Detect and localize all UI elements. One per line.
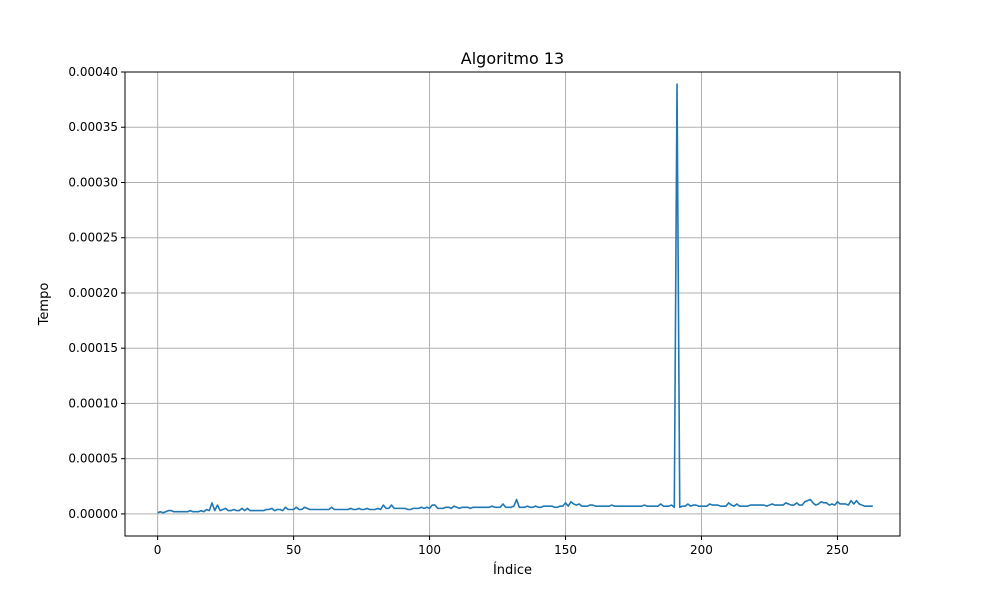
series-group: [157, 83, 873, 514]
grid-lines: [125, 71, 900, 536]
y-tick-label: 0.00000: [68, 507, 118, 521]
y-tick-label: 0.00040: [68, 65, 118, 79]
x-tick-label: 100: [418, 543, 441, 557]
y-tick-label: 0.00030: [68, 175, 118, 189]
y-tick-label: 0.00015: [68, 341, 118, 355]
y-axis: 0.00000 0.00005 0.00010 0.00015 0.00020 0.000…: [68, 65, 125, 521]
x-axis-label: Índice: [493, 562, 532, 578]
x-tick-label: 50: [286, 543, 301, 557]
y-tick-label: 0.00025: [68, 231, 118, 245]
plot-frame: [124, 71, 901, 537]
x-tick-label: 0: [154, 543, 162, 557]
y-tick-label: 0.00035: [68, 120, 118, 134]
x-axis: 0 50 100 150 200 250: [154, 536, 849, 557]
chart-title: Algoritmo 13: [461, 49, 564, 68]
x-tick-label: 150: [554, 543, 577, 557]
y-tick-label: 0.00005: [68, 452, 118, 466]
y-axis-label: Tempo: [37, 283, 52, 327]
series-line-0: [157, 83, 873, 514]
y-tick-label: 0.00010: [68, 396, 118, 410]
y-tick-label: 0.00020: [68, 286, 118, 300]
x-tick-label: 250: [826, 543, 849, 557]
x-tick-label: 200: [690, 543, 713, 557]
